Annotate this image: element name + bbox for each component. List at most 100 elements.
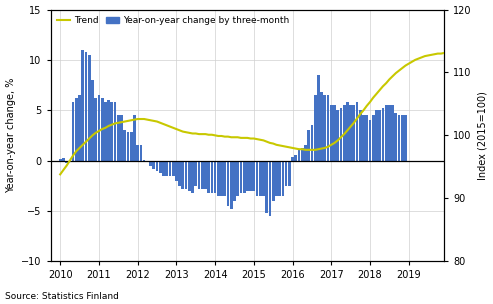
Bar xyxy=(346,102,349,161)
Bar xyxy=(359,110,362,161)
Bar xyxy=(204,161,207,189)
Bar xyxy=(327,95,329,161)
Bar xyxy=(133,115,136,161)
Bar xyxy=(107,100,110,161)
Bar xyxy=(117,115,120,161)
Bar xyxy=(207,161,210,193)
Bar xyxy=(356,102,358,161)
Bar xyxy=(194,161,197,186)
Bar xyxy=(272,161,275,201)
Bar xyxy=(185,161,187,189)
Bar xyxy=(62,157,65,161)
Bar xyxy=(143,160,145,161)
Bar xyxy=(375,110,378,161)
Bar xyxy=(282,161,284,196)
Bar xyxy=(169,161,171,176)
Bar xyxy=(388,105,391,161)
Text: Source: Statistics Finland: Source: Statistics Finland xyxy=(5,292,119,301)
Bar xyxy=(378,110,381,161)
Bar xyxy=(307,130,310,161)
Bar xyxy=(333,105,336,161)
Bar xyxy=(340,108,342,161)
Bar xyxy=(130,132,133,161)
Bar xyxy=(404,115,407,161)
Bar xyxy=(243,161,246,193)
Bar xyxy=(369,120,371,161)
Bar xyxy=(278,161,281,196)
Bar xyxy=(78,95,81,161)
Bar xyxy=(256,161,258,196)
Bar xyxy=(269,161,271,216)
Y-axis label: Year-on-year change, %: Year-on-year change, % xyxy=(5,78,16,193)
Bar xyxy=(114,102,116,161)
Bar xyxy=(172,161,175,176)
Bar xyxy=(385,105,387,161)
Legend: Trend, Year-on-year change by three-month: Trend, Year-on-year change by three-mont… xyxy=(55,14,291,27)
Bar xyxy=(65,161,68,163)
Bar xyxy=(156,161,158,171)
Bar xyxy=(343,105,346,161)
Bar xyxy=(314,95,317,161)
Bar xyxy=(285,161,287,186)
Bar xyxy=(198,161,200,189)
Bar xyxy=(236,161,239,196)
Bar xyxy=(382,108,384,161)
Bar xyxy=(246,161,249,191)
Bar xyxy=(211,161,213,193)
Bar xyxy=(201,161,204,189)
Bar xyxy=(301,148,304,161)
Bar xyxy=(259,161,262,196)
Bar xyxy=(120,115,123,161)
Bar xyxy=(262,161,265,196)
Bar xyxy=(394,113,397,161)
Bar xyxy=(230,161,233,209)
Bar xyxy=(220,161,223,196)
Bar xyxy=(110,102,113,161)
Bar xyxy=(336,110,339,161)
Bar xyxy=(123,130,126,161)
Bar xyxy=(240,161,242,193)
Bar xyxy=(298,150,300,161)
Bar xyxy=(304,145,307,161)
Bar xyxy=(349,105,352,161)
Bar xyxy=(188,161,191,191)
Bar xyxy=(191,161,194,193)
Bar xyxy=(352,105,355,161)
Bar xyxy=(59,158,62,161)
Bar xyxy=(104,102,107,161)
Bar xyxy=(265,161,268,213)
Bar xyxy=(69,160,71,161)
Bar xyxy=(85,52,87,161)
Bar xyxy=(330,105,333,161)
Bar xyxy=(98,95,100,161)
Bar xyxy=(227,161,229,206)
Bar xyxy=(398,115,400,161)
Bar xyxy=(152,161,155,169)
Bar xyxy=(94,98,97,161)
Bar xyxy=(136,145,139,161)
Bar xyxy=(75,98,78,161)
Bar xyxy=(249,161,252,191)
Bar xyxy=(252,161,255,191)
Bar xyxy=(401,115,404,161)
Y-axis label: Index (2015=100): Index (2015=100) xyxy=(477,91,488,180)
Bar xyxy=(159,161,162,173)
Bar xyxy=(127,132,129,161)
Bar xyxy=(101,98,104,161)
Bar xyxy=(178,161,181,186)
Bar xyxy=(140,145,142,161)
Bar xyxy=(317,75,320,161)
Bar xyxy=(91,80,94,161)
Bar xyxy=(233,161,236,201)
Bar xyxy=(181,161,184,189)
Bar xyxy=(175,161,178,181)
Bar xyxy=(88,55,91,161)
Bar xyxy=(223,161,226,196)
Bar xyxy=(162,161,165,176)
Bar xyxy=(365,115,368,161)
Bar xyxy=(214,161,216,193)
Bar xyxy=(149,161,152,166)
Bar xyxy=(362,115,365,161)
Bar xyxy=(288,161,291,186)
Bar xyxy=(217,161,220,196)
